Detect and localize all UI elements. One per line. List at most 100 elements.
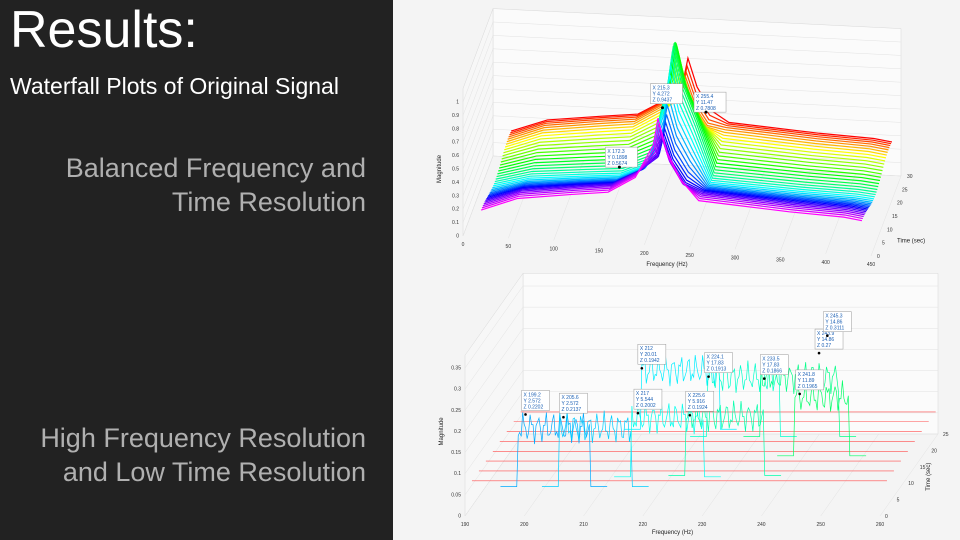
z-gridline <box>462 61 902 143</box>
x-gridline <box>825 173 856 254</box>
datatip-marker <box>826 334 829 338</box>
y-tick-label: 0 <box>877 254 880 260</box>
datatip-x: X 224.1 <box>707 355 724 361</box>
datatip-x: X 225.6 <box>688 393 705 399</box>
datatip-box <box>521 390 550 411</box>
waterfall-slice <box>510 63 892 145</box>
label-balanced-line2: Time Resolution <box>171 187 366 217</box>
datatip-box <box>760 354 789 375</box>
x-tick-label: 260 <box>876 522 885 528</box>
y-tick-label: 25 <box>902 187 908 193</box>
waterfall-slice <box>490 105 872 205</box>
x-tick-label: 400 <box>821 260 830 266</box>
waterfall-slice <box>488 120 870 208</box>
datatip-x: X 212 <box>640 346 653 352</box>
datatip-marker <box>617 165 621 169</box>
z-tick-label: 0.3 <box>452 193 459 199</box>
x-tick-label: 350 <box>776 258 785 264</box>
z-gridline <box>464 328 938 411</box>
datatip-z: Z 0.2137 <box>561 407 581 413</box>
chart-panel: 0 0.1 0.2 0.3 0.4 0.5 0.6 0.7 0.8 0.9 1 0 50 100 150 20… <box>393 0 960 540</box>
x-gridline <box>644 164 675 245</box>
z-tick-label: 0.1 <box>452 220 459 226</box>
label-balanced-line1: Balanced Frequency and <box>65 153 366 183</box>
z-gridline <box>462 142 902 223</box>
z-tick-label: 0.3 <box>454 387 461 393</box>
x-tick-label: 450 <box>867 262 876 268</box>
z-gridline <box>462 35 902 116</box>
y-tick-label: 5 <box>897 498 900 504</box>
datatip-marker <box>762 377 766 380</box>
y-tick-label: 10 <box>887 227 893 233</box>
z-axis-label: Magnitude <box>437 154 443 183</box>
datatip-box <box>704 352 733 373</box>
datatip-z: Z 0.1942 <box>640 358 660 364</box>
x-gridline <box>701 433 761 517</box>
datatip-y: Y 17.83 <box>707 361 724 367</box>
x-gridline <box>820 433 879 517</box>
waterfall-slice <box>668 399 782 476</box>
datatip-marker <box>707 375 710 378</box>
x-gridline <box>642 433 702 517</box>
datatip-box <box>605 146 638 168</box>
z-gridline <box>462 88 902 170</box>
slide-text-panel: Results: Waterfall Plots of Original Sig… <box>0 0 393 540</box>
y-tick-label: 20 <box>897 201 903 207</box>
datatip-z: Z 0.7808 <box>696 106 716 112</box>
z-tick-label: 0.6 <box>452 153 459 159</box>
z-gridline <box>464 285 938 369</box>
datatip-y: Y 20.01 <box>640 352 657 358</box>
label-high-freq-line1: High Frequency Resolution <box>40 423 366 453</box>
datatip-y: Y 14.86 <box>817 337 834 343</box>
datatip-z: Z 0.1866 <box>762 369 782 375</box>
datatip-box <box>693 91 727 113</box>
waterfall-slice <box>489 114 871 206</box>
y-tick-label: 15 <box>920 465 926 471</box>
datatip-marker <box>660 106 664 110</box>
x-gridline <box>464 433 524 517</box>
y-tick-label: 0 <box>885 514 888 520</box>
datatip-y: Y 2.572 <box>524 398 541 404</box>
datatip-y: Y 14.86 <box>825 320 842 326</box>
label-balanced-resolution: Balanced Frequency and Time Resolution <box>66 151 366 219</box>
datatip-z: Z 0.1965 <box>798 384 818 390</box>
datatip-z: Z 0.9437 <box>652 98 672 104</box>
waterfall-slice <box>500 412 608 488</box>
waterfall-slice <box>508 74 890 149</box>
label-high-frequency-resolution: High Frequency Resolution and Low Time R… <box>40 421 366 489</box>
x-tick-label: 300 <box>731 255 740 261</box>
waterfall-slice <box>498 42 881 182</box>
datatip-marker <box>524 413 527 416</box>
z-gridline <box>462 115 902 196</box>
datatip-x: X 172.3 <box>607 149 624 155</box>
waterfall-slice <box>491 95 873 203</box>
datatip-box <box>637 343 667 365</box>
side-wall <box>464 272 524 517</box>
datatip-box <box>823 311 852 332</box>
z-tick-label: 0.7 <box>452 140 459 146</box>
z-tick-label: 0.25 <box>451 408 461 414</box>
waterfall-slice <box>495 50 877 193</box>
z-tick-label: 0.8 <box>452 126 459 132</box>
datatip-x: X 255.4 <box>696 94 713 100</box>
datatip-marker <box>798 392 801 396</box>
datatip-marker <box>636 411 640 415</box>
x-tick-label: 230 <box>698 522 707 528</box>
datatip-z: Z 0.2002 <box>636 403 656 409</box>
waterfall-slice <box>498 41 880 185</box>
x-gridline <box>761 433 820 517</box>
datatip-marker <box>640 366 644 370</box>
z-gridline <box>464 433 938 517</box>
z-tick-label: 0.2 <box>454 429 461 435</box>
x-tick-label: 190 <box>461 522 470 528</box>
waterfall-slice <box>509 69 891 147</box>
x-tick-label: 0 <box>462 242 465 248</box>
z-gridline <box>464 306 938 390</box>
waterfall-slice <box>496 45 878 191</box>
y-axis-label: Time (sec) <box>897 239 925 245</box>
x-tick-label: 250 <box>685 253 694 259</box>
datatip-y: Y 4.272 <box>652 92 669 98</box>
y-tick-label: 15 <box>892 214 898 220</box>
z-gridline <box>462 102 902 183</box>
